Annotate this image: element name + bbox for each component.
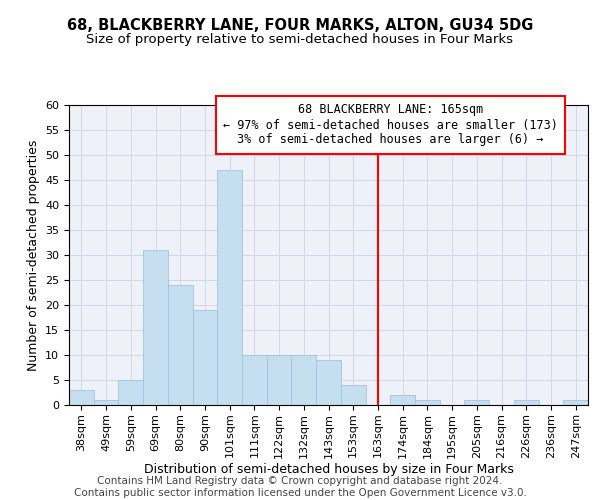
Bar — [242, 355, 267, 405]
Text: Contains HM Land Registry data © Crown copyright and database right 2024.
Contai: Contains HM Land Registry data © Crown c… — [74, 476, 526, 498]
Bar — [118, 380, 143, 405]
Bar — [563, 400, 588, 405]
Bar — [217, 170, 242, 405]
Text: 68, BLACKBERRY LANE, FOUR MARKS, ALTON, GU34 5DG: 68, BLACKBERRY LANE, FOUR MARKS, ALTON, … — [67, 18, 533, 32]
Bar — [514, 400, 539, 405]
Bar — [292, 355, 316, 405]
Bar — [390, 395, 415, 405]
Bar — [316, 360, 341, 405]
Bar — [69, 390, 94, 405]
X-axis label: Distribution of semi-detached houses by size in Four Marks: Distribution of semi-detached houses by … — [143, 464, 514, 476]
Bar — [143, 250, 168, 405]
Bar — [415, 400, 440, 405]
Bar — [267, 355, 292, 405]
Y-axis label: Number of semi-detached properties: Number of semi-detached properties — [26, 140, 40, 370]
Text: Size of property relative to semi-detached houses in Four Marks: Size of property relative to semi-detach… — [86, 32, 514, 46]
Text: 68 BLACKBERRY LANE: 165sqm
← 97% of semi-detached houses are smaller (173)
3% of: 68 BLACKBERRY LANE: 165sqm ← 97% of semi… — [223, 104, 558, 146]
Bar — [464, 400, 489, 405]
Bar — [168, 285, 193, 405]
Bar — [94, 400, 118, 405]
Bar — [193, 310, 217, 405]
Bar — [341, 385, 365, 405]
